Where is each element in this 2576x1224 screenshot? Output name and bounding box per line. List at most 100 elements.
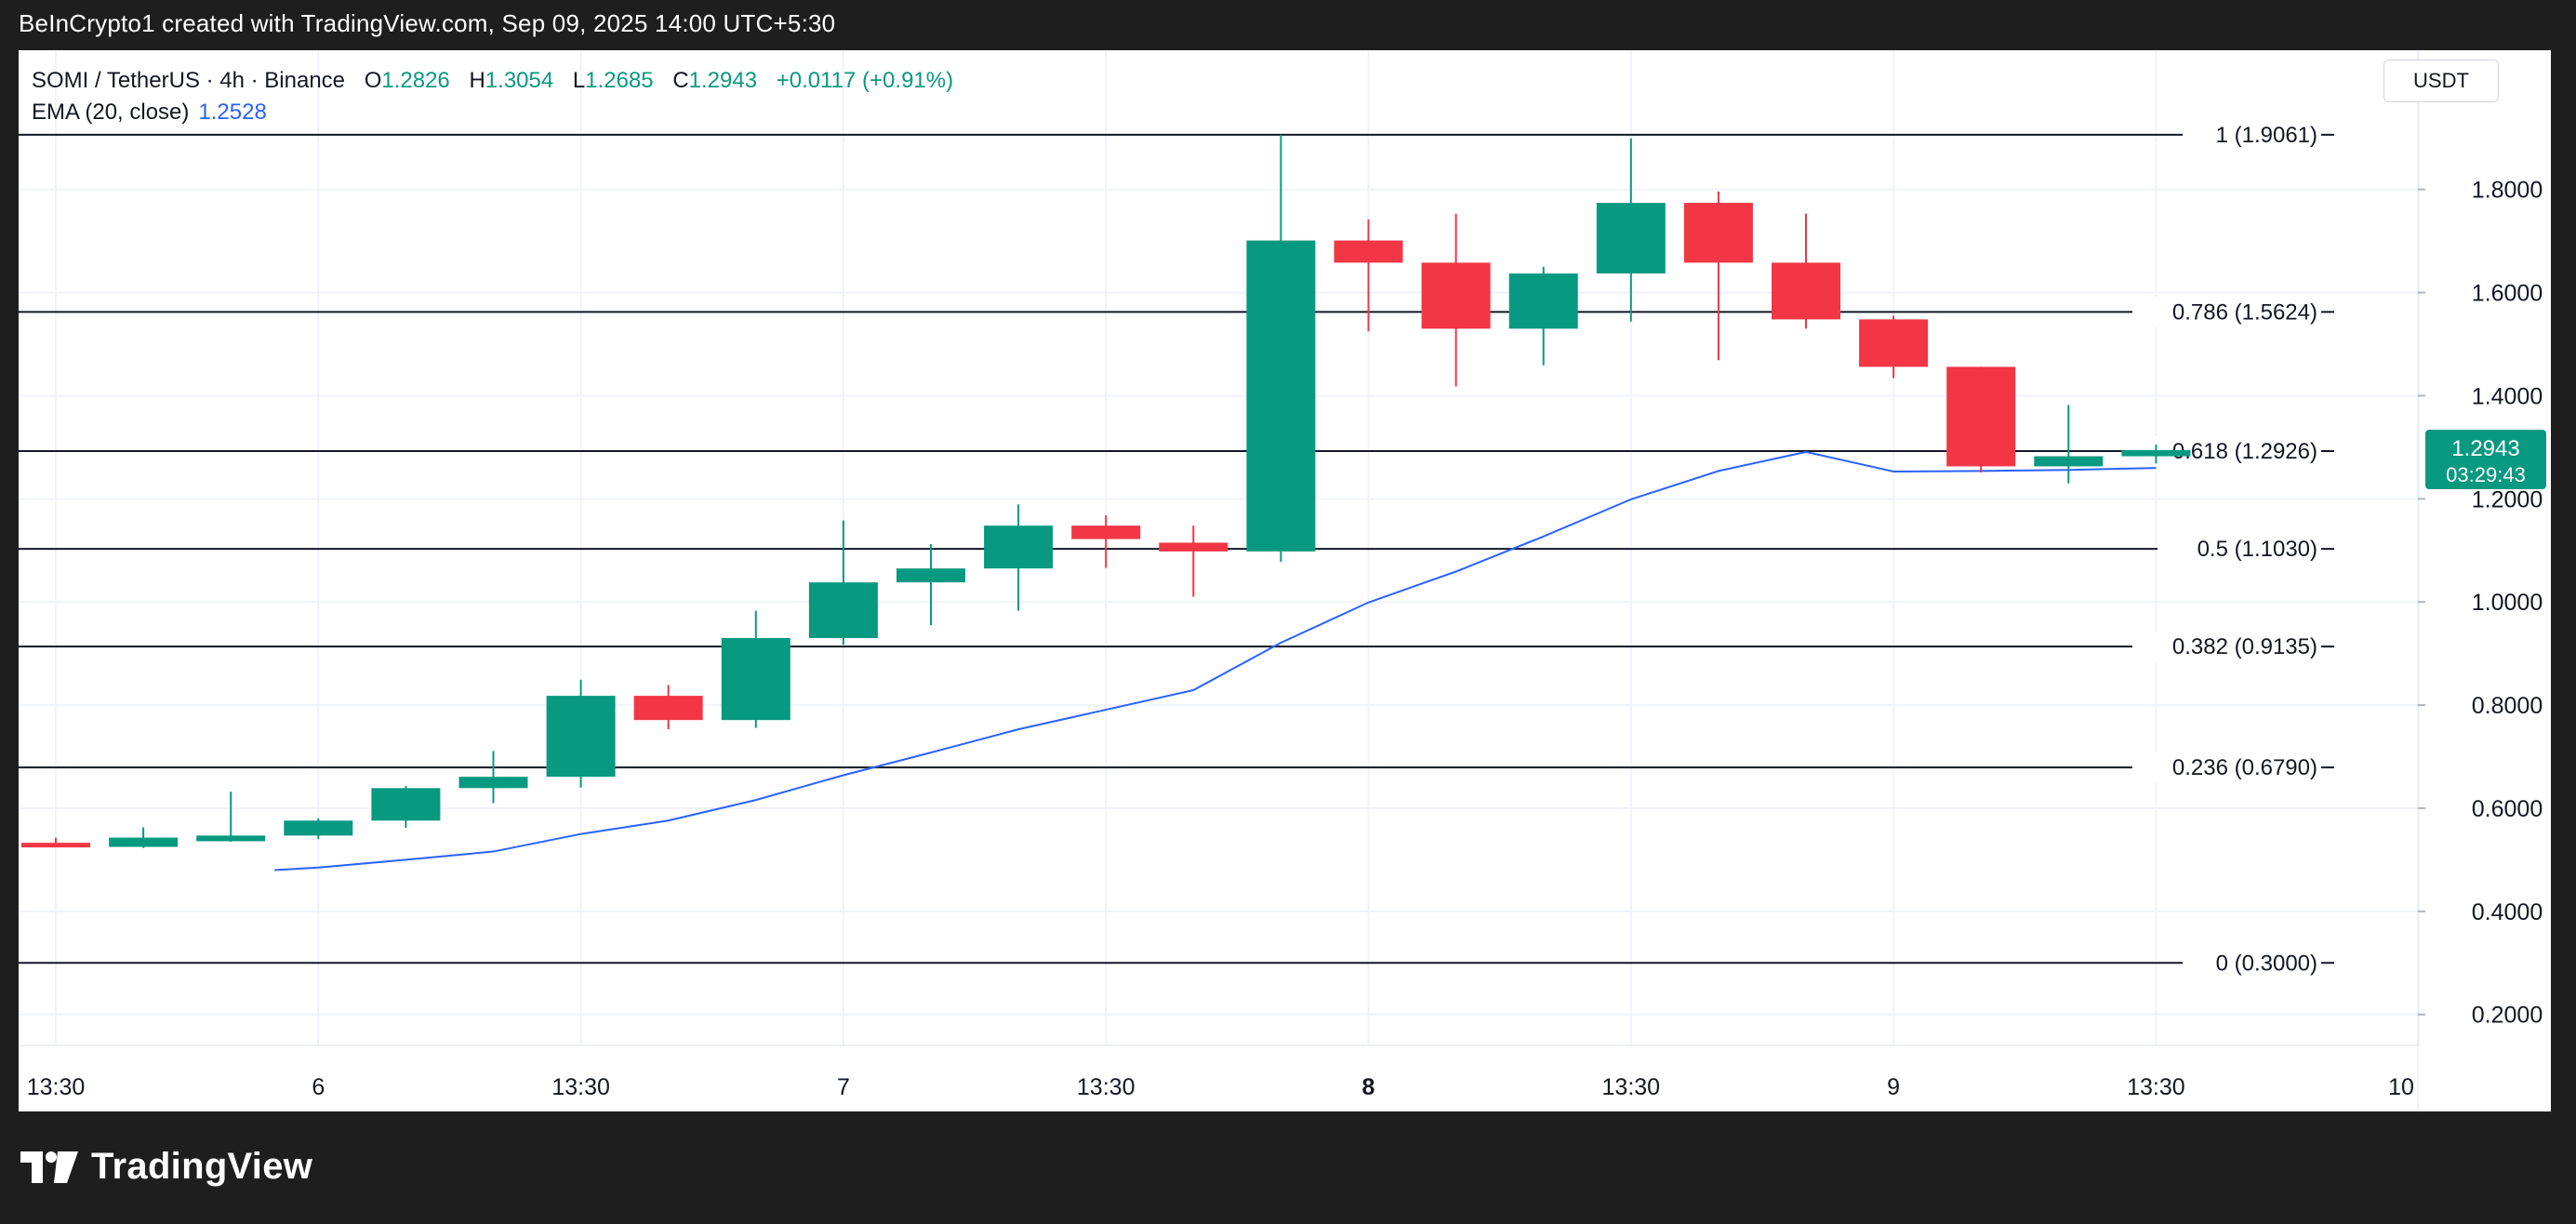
- fib-label-bg: [2132, 752, 2321, 783]
- fibonacci-levels: 1 (1.9061) 0.786 (1.5624) 0.618 (1.2926) 0.…: [19, 119, 2334, 978]
- time-tick-label: 9: [1887, 1074, 1900, 1100]
- ohlc-row: SOMI / TetherUS · 4h · Binance O1.2826 H…: [32, 65, 953, 97]
- candle-body: [896, 568, 965, 583]
- attribution-text: BeInCrypto1 created with TradingView.com…: [19, 9, 836, 37]
- time-tick-label: 13:30: [1077, 1074, 1135, 1100]
- candle: [721, 610, 790, 728]
- candle: [196, 792, 266, 843]
- candle-body: [1772, 262, 1840, 320]
- time-tick-label: 8: [1362, 1074, 1375, 1100]
- candle: [546, 679, 616, 788]
- candle-body: [1683, 203, 1753, 263]
- fib-label-1: 1 (1.9061): [2216, 123, 2317, 148]
- candle-body: [633, 696, 703, 721]
- candle-body: [1596, 203, 1666, 274]
- candle-body: [1508, 273, 1578, 329]
- candle: [1859, 315, 1929, 379]
- footer-brand: TradingView: [91, 1146, 313, 1187]
- fib-label-0-5: 0.5 (1.1030): [2198, 537, 2317, 562]
- currency-button[interactable]: USDT: [2383, 60, 2499, 102]
- fib-label-bg: [2183, 948, 2321, 978]
- fib-label-0-236: 0.236 (0.6790): [2172, 755, 2317, 780]
- candle-body: [196, 835, 266, 842]
- candle: [2034, 405, 2104, 484]
- candle: [284, 818, 353, 840]
- price-tick-label: 0.8000: [2472, 693, 2543, 719]
- candle-body: [1334, 240, 1403, 263]
- candle: [984, 504, 1054, 611]
- chart-panel[interactable]: 1 (1.9061) 0.786 (1.5624) 0.618 (1.2926) 0.…: [19, 50, 2551, 1111]
- candle: [1246, 134, 1316, 562]
- price-tick-label: 1.4000: [2472, 383, 2543, 409]
- candle-body: [2121, 450, 2191, 457]
- close-label: C: [672, 68, 689, 93]
- time-tick-label: 6: [312, 1074, 325, 1100]
- time-tick-label: 13:30: [551, 1074, 610, 1100]
- ema-value: 1.2528: [198, 100, 267, 125]
- candle: [371, 786, 441, 829]
- open-label: O: [364, 68, 382, 93]
- candle: [1508, 266, 1578, 366]
- candle: [1421, 213, 1491, 387]
- bar-countdown: 03:29:43: [2446, 463, 2526, 486]
- candle: [896, 544, 965, 626]
- ema-label[interactable]: EMA (20, close): [32, 100, 190, 125]
- candle-body: [284, 820, 353, 836]
- price-tick-label: 1.0000: [2472, 590, 2543, 616]
- tradingview-logo-icon: [20, 1151, 78, 1183]
- fib-label-bg: [2132, 297, 2321, 327]
- candle-body: [1946, 366, 2016, 467]
- candle: [2121, 444, 2191, 464]
- candle-body: [371, 788, 441, 821]
- fib-label-0-786: 0.786 (1.5624): [2172, 299, 2317, 325]
- candle: [21, 837, 90, 848]
- candle-body: [546, 696, 616, 778]
- candle-body: [1246, 240, 1316, 552]
- change-value: +0.0117 (+0.91%): [776, 68, 954, 93]
- candle: [808, 520, 878, 645]
- close-value: 1.2943: [688, 68, 758, 93]
- candle-body: [1421, 262, 1491, 329]
- symbol-label[interactable]: SOMI / TetherUS · 4h · Binance: [32, 68, 346, 93]
- fib-label-0: 0 (0.3000): [2216, 951, 2317, 976]
- time-tick-label: 13:30: [27, 1074, 86, 1100]
- fib-label-bg: [2132, 632, 2321, 662]
- candle: [1159, 526, 1228, 597]
- candle-body: [458, 777, 528, 789]
- candle-body: [21, 843, 90, 848]
- candle: [633, 685, 703, 730]
- chart-legend: SOMI / TetherUS · 4h · Binance O1.2826 H…: [32, 65, 953, 128]
- candle-body: [808, 582, 878, 639]
- candle-body: [2034, 456, 2104, 467]
- candle: [1946, 366, 2016, 473]
- candles-layer: [21, 134, 2191, 848]
- time-tick-label: 13:30: [2127, 1074, 2185, 1100]
- time-tick-label: 7: [837, 1074, 850, 1100]
- price-tick-label: 1.2000: [2472, 486, 2543, 512]
- price-tick-label: 0.2000: [2472, 1003, 2543, 1029]
- fib-label-bg: [2158, 534, 2321, 565]
- low-value: 1.2685: [585, 68, 654, 93]
- candle: [1334, 219, 1403, 332]
- ema-row: EMA (20, close) 1.2528: [32, 97, 953, 128]
- candle: [1772, 213, 1840, 329]
- candle-body: [721, 638, 790, 721]
- candle-body: [1071, 526, 1141, 539]
- candle: [1596, 138, 1666, 322]
- candle: [1683, 191, 1753, 361]
- footer: TradingView: [20, 1146, 312, 1188]
- last-price-badge-bg: [2425, 430, 2546, 490]
- candle-body: [109, 837, 179, 847]
- high-value: 1.3054: [485, 68, 554, 93]
- candle-body: [1159, 542, 1228, 552]
- price-tick-label: 0.6000: [2472, 796, 2543, 822]
- candle: [1071, 515, 1141, 568]
- price-tick-label: 1.6000: [2472, 281, 2543, 307]
- candle: [458, 751, 528, 804]
- price-chart[interactable]: 1 (1.9061) 0.786 (1.5624) 0.618 (1.2926) 0.…: [19, 50, 2551, 1111]
- time-tick-label: 13:30: [1602, 1074, 1661, 1100]
- time-axis: 13:30 6 13:30 7 13:30 8 13:30 9 13:30 10: [19, 1044, 2418, 1100]
- candle-body: [984, 526, 1054, 569]
